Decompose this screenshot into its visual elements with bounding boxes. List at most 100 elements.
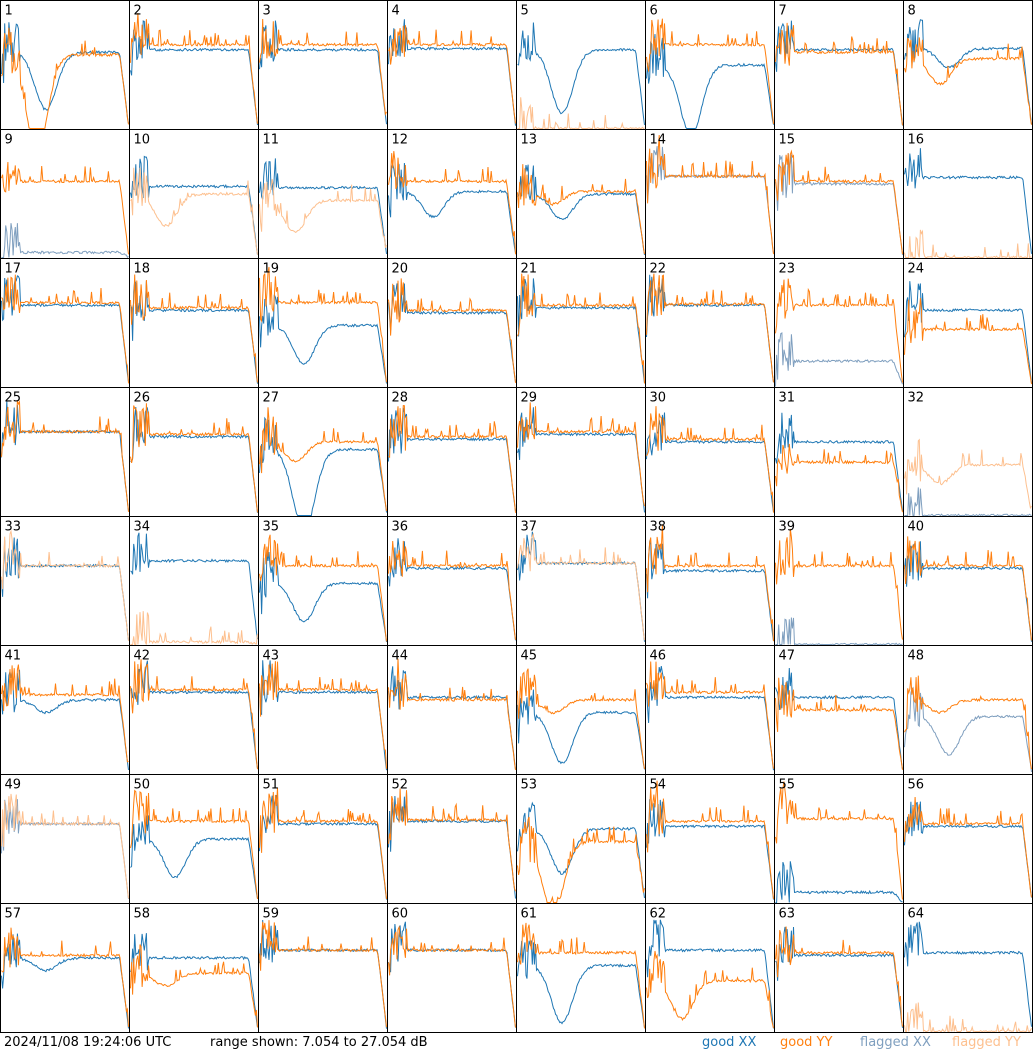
panel-frame — [387, 516, 517, 646]
panel-frame — [774, 0, 904, 130]
series-good-xx-50 — [130, 815, 258, 899]
panel-5: 5 — [516, 0, 646, 130]
panel-9: 9 — [0, 129, 130, 259]
series-flagged-yy-32 — [904, 438, 1032, 510]
panel-frame — [387, 258, 517, 388]
legend-flagged-xx: flagged XX — [860, 1035, 931, 1050]
panel-label: 5 — [521, 4, 529, 19]
panel-label: 40 — [908, 520, 925, 535]
panel-50: 50 — [129, 774, 259, 904]
series-good-xx-28 — [388, 407, 516, 512]
series-good-yy-56 — [904, 796, 1032, 898]
panel-59: 59 — [258, 903, 388, 1033]
series-good-yy-54 — [646, 780, 774, 899]
panel-label: 13 — [521, 133, 538, 148]
range-text: range shown: 7.054 to 27.054 dB — [210, 1035, 428, 1050]
panel-label: 4 — [392, 4, 400, 19]
panel-label: 48 — [908, 649, 925, 664]
panel-19: 19 — [258, 258, 388, 388]
panel-43: 43 — [258, 645, 388, 775]
panel-label: 30 — [650, 391, 667, 406]
series-good-yy-45 — [517, 668, 645, 770]
panel-label: 36 — [392, 520, 409, 535]
panel-18: 18 — [129, 258, 259, 388]
panel-label: 16 — [908, 133, 925, 148]
series-good-xx-47 — [775, 667, 903, 770]
panel-label: 7 — [779, 4, 787, 19]
panel-frame — [516, 258, 646, 388]
panel-label: 29 — [521, 391, 538, 406]
series-good-yy-3 — [259, 18, 387, 117]
panel-frame — [645, 903, 775, 1033]
series-good-yy-63 — [775, 926, 903, 1027]
panel-36: 36 — [387, 516, 517, 646]
panel-frame — [129, 645, 259, 775]
panel-16: 16 — [903, 129, 1033, 259]
panel-label: 45 — [521, 649, 538, 664]
panel-frame — [903, 774, 1033, 904]
series-good-xx-61 — [517, 940, 645, 1028]
panel-34: 34 — [129, 516, 259, 646]
series-good-xx-5 — [517, 22, 645, 125]
panel-frame — [645, 774, 775, 904]
series-flagged-yy-10 — [130, 167, 258, 255]
panel-label: 52 — [392, 778, 409, 793]
panel-frame — [774, 774, 904, 904]
panel-label: 8 — [908, 4, 916, 19]
panel-57: 57 — [0, 903, 130, 1033]
series-flagged-yy-64 — [904, 1002, 1032, 1033]
series-good-yy-59 — [259, 920, 387, 1028]
panel-label: 33 — [5, 520, 22, 535]
panel-frame — [645, 516, 775, 646]
panel-frame — [0, 258, 130, 388]
panel-4: 4 — [387, 0, 517, 130]
panel-label: 2 — [134, 4, 142, 19]
panel-frame — [903, 0, 1033, 130]
series-good-xx-44 — [388, 666, 516, 770]
series-good-yy-12 — [388, 151, 516, 255]
series-good-xx-51 — [259, 794, 387, 900]
panel-frame — [258, 516, 388, 646]
panel-frame — [774, 645, 904, 775]
series-good-yy-61 — [517, 922, 645, 1029]
series-good-xx-12 — [388, 162, 516, 254]
panel-frame — [129, 0, 259, 130]
panel-frame — [0, 516, 130, 646]
panel-frame — [903, 387, 1033, 517]
panel-62: 62 — [645, 903, 775, 1033]
series-good-yy-20 — [388, 278, 516, 383]
timestamp: 2024/11/08 19:24:06 UTC — [4, 1035, 172, 1050]
panel-35: 35 — [258, 516, 388, 646]
panel-label: 46 — [650, 649, 667, 664]
panel-label: 11 — [263, 133, 280, 148]
panel-label: 53 — [521, 778, 538, 793]
series-good-yy-15 — [775, 149, 903, 255]
panel-label: 6 — [650, 4, 658, 19]
series-good-xx-20 — [388, 283, 516, 383]
footer-bar: 2024/11/08 19:24:06 UTC range shown: 7.0… — [0, 1033, 1033, 1053]
panel-6: 6 — [645, 0, 775, 130]
panel-frame — [645, 387, 775, 517]
panel-1: 1 — [0, 0, 130, 130]
series-good-xx-19 — [259, 294, 387, 384]
panel-label: 35 — [263, 520, 280, 535]
panel-frame — [258, 903, 388, 1033]
panel-24: 24 — [903, 258, 1033, 388]
panel-label: 42 — [134, 649, 151, 664]
legend-good-xx: good XX — [702, 1035, 757, 1050]
panel-22: 22 — [645, 258, 775, 388]
panel-frame — [258, 387, 388, 517]
panel-label: 3 — [263, 4, 271, 19]
panel-23: 23 — [774, 258, 904, 388]
panel-label: 17 — [5, 262, 22, 277]
panel-label: 58 — [134, 907, 151, 922]
panel-27: 27 — [258, 387, 388, 517]
series-flagged-xx-23 — [775, 332, 903, 387]
series-good-yy-42 — [130, 659, 258, 770]
series-good-xx-46 — [646, 666, 774, 771]
series-good-xx-18 — [130, 280, 258, 384]
panel-label: 18 — [134, 262, 151, 277]
panel-49: 49 — [0, 774, 130, 904]
panel-15: 15 — [774, 129, 904, 259]
series-good-yy-53 — [517, 816, 645, 903]
